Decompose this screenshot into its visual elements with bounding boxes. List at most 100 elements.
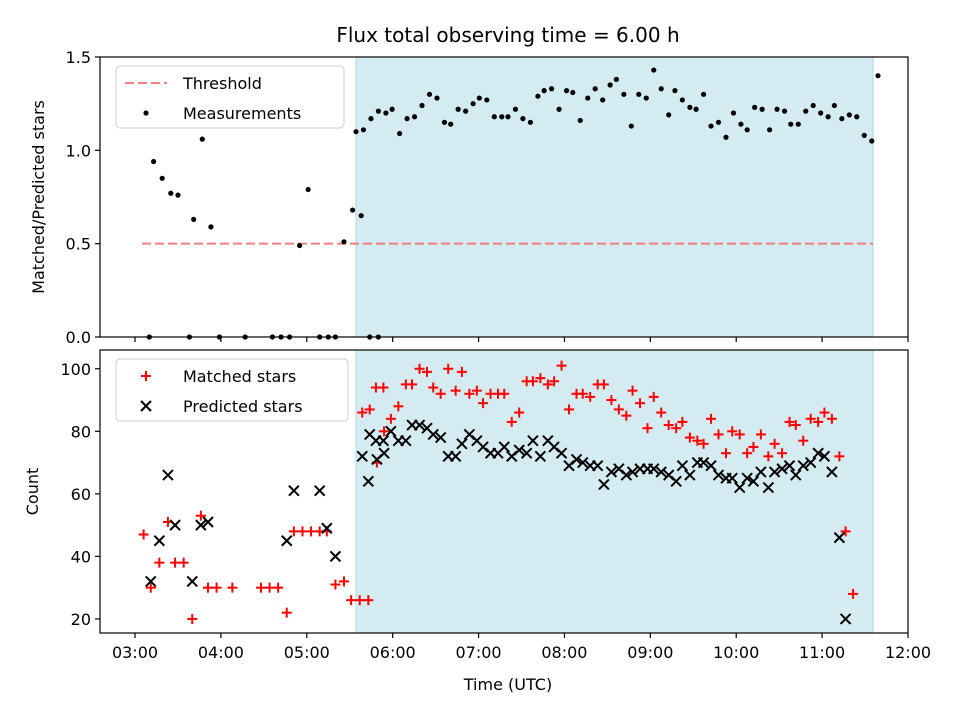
measurement-point [818,110,824,116]
measurement-point [470,101,476,107]
x-b [598,478,610,491]
predicted-star-point [620,469,633,481]
matched-star-point [464,388,475,399]
measurement-point [781,108,788,114]
predicted-star-point [577,456,589,469]
matched-star-point [742,448,753,459]
x-b [456,438,468,450]
matched-star-point [385,413,396,424]
measurement-point [305,186,311,193]
measurement-point [353,129,359,135]
measurement-point [476,95,482,101]
measurement-point [505,114,511,120]
matched-star-point [577,388,588,399]
measurement-point [368,116,374,122]
predicted-star-point [812,447,824,459]
measurement-point [666,112,672,118]
x-b [288,485,300,497]
predicted-star-point [747,475,760,488]
x-b [313,485,326,497]
matched-star-point [297,526,308,537]
x-b [818,450,831,463]
predicted-star-point [153,535,166,547]
top-legend: Threshold Measurements [115,65,345,129]
x-b [570,453,583,466]
measurement-point [825,114,831,120]
legend-label: Predicted stars [183,397,303,416]
matched-star-point [378,382,389,393]
x-b [790,469,802,481]
top-y-axis-label: Matched/Predicted stars [29,100,48,294]
matched-star-point [170,557,181,568]
predicted-star-point [288,485,300,497]
matched-star-point [178,557,189,568]
x-b [697,456,710,469]
x-b [741,472,753,484]
x-b [378,447,390,459]
x-tick-label: 06:00 [370,643,416,662]
predicted-star-point [805,456,817,469]
x-b [733,481,746,494]
matched-star-point [635,398,646,409]
matched-star-point [154,557,165,568]
x-tick-label: 09:00 [627,643,673,662]
matched-star-point [805,413,816,424]
x-b [768,466,781,478]
legend-label: Threshold [182,74,262,93]
x-b [548,441,560,453]
bottom-legend: Matched stars Predicted stars [115,358,349,422]
predicted-star-point [555,447,568,459]
x-b [797,459,809,472]
matched-star-point [145,582,156,593]
predicted-star-point [162,469,174,481]
x-b [463,428,476,441]
x-tick-label: 05:00 [284,643,330,662]
measurement-point [570,89,576,96]
x-b [413,419,426,431]
x-b [726,472,738,484]
measurement-point [854,114,860,120]
measurement-point [846,112,852,118]
x-b [613,463,625,475]
x-b [362,475,375,488]
measurement-point [349,207,356,213]
predicted-star-point [400,434,412,447]
x-b [577,456,589,469]
x-b [385,425,397,438]
predicted-star-point [626,466,639,478]
matched-star-point [798,435,809,446]
matched-star-point [499,388,510,399]
matched-star-point [677,416,688,427]
predicted-star-point [456,438,468,450]
predicted-star-point [186,575,198,588]
matched-star-point [354,595,365,606]
matched-star-point [338,576,349,587]
measurement-point [541,88,547,94]
legend-label: Matched stars [183,367,296,386]
measurement-point [297,242,303,249]
matched-star-point [684,432,695,443]
predicted-star-point [768,466,781,478]
measurement-point [592,86,598,92]
measurement-point [600,97,606,103]
measurement-point [208,224,214,230]
x-b [755,466,767,478]
matched-star-point [642,423,653,434]
predicted-star-point [195,519,207,531]
x-b [145,575,157,588]
measurement-point [426,91,433,97]
x-b [520,447,533,459]
predicted-star-point [520,447,533,459]
x-b [839,613,852,625]
matched-star-point [478,398,489,409]
measurement-point [679,97,685,103]
predicted-star-point [826,466,838,478]
x-tick-label: 10:00 [713,643,759,662]
predicted-star-point [797,459,809,472]
measurement-point [411,114,418,120]
x-b [162,469,174,481]
matched-star-point [784,416,795,427]
predicted-star-point [783,459,796,472]
x-b [513,444,525,456]
y-tick-label: 1.5 [66,48,91,67]
